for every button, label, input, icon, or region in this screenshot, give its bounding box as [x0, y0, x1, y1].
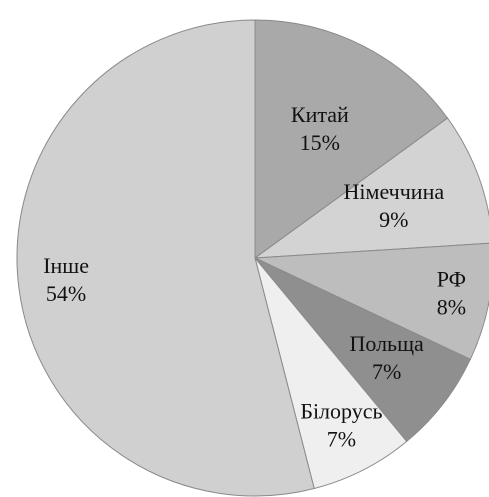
- pie-slice: [16, 19, 315, 497]
- slice-value-label: 15%: [300, 130, 340, 155]
- slice-value-label: 7%: [327, 427, 356, 452]
- slice-value-label: 54%: [46, 281, 86, 306]
- slice-label: Китай: [291, 102, 349, 127]
- pie-slice: [254, 257, 472, 443]
- pie-slice: [254, 19, 449, 259]
- slice-label: Білорусь: [300, 399, 382, 424]
- slice-label: Інше: [43, 253, 89, 278]
- slice-label: РФ: [437, 267, 466, 292]
- slice-value-label: 7%: [372, 359, 401, 384]
- pie-slice: [253, 117, 489, 259]
- pie-slice: [254, 257, 408, 490]
- slice-label: Польща: [349, 331, 424, 356]
- slice-value-label: 8%: [437, 295, 466, 320]
- slice-label: Німеччина: [344, 179, 445, 204]
- slice-value-label: 9%: [379, 207, 408, 232]
